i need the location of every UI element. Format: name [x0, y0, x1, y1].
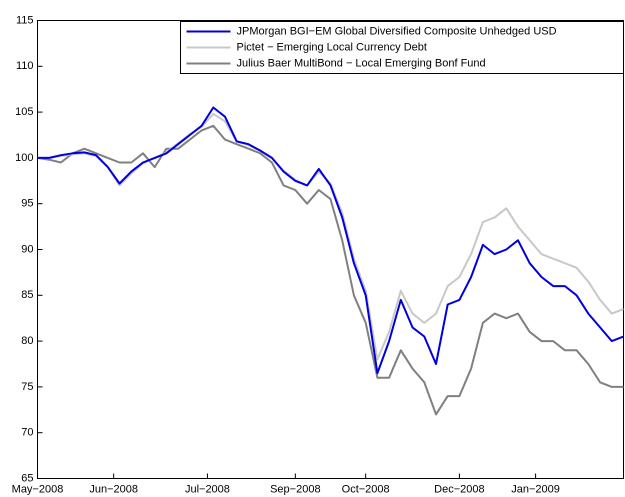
y-tick-label: 100 — [15, 152, 33, 164]
x-tick-label: Jun−2008 — [89, 483, 138, 495]
legend-label: Julius Baer MultiBond − Local Emerging B… — [237, 57, 486, 69]
y-tick-label: 65 — [21, 472, 33, 484]
x-tick-label: May−2008 — [12, 483, 64, 495]
legend-label: JPMorgan BGI−EM Global Diversified Compo… — [237, 25, 557, 37]
x-tick-label: Jul−2008 — [185, 483, 230, 495]
x-tick-label: Sep−2008 — [270, 483, 320, 495]
y-tick-label: 95 — [21, 198, 33, 210]
x-tick-label: Jan−2009 — [511, 483, 560, 495]
series-line — [37, 106, 624, 375]
y-tick-label: 90 — [21, 243, 33, 255]
x-tick-label: Dec−2008 — [434, 483, 484, 495]
series-line — [37, 124, 624, 416]
y-tick-label: 110 — [16, 60, 34, 72]
x-tick-label: Oct−2008 — [342, 483, 390, 495]
y-tick-label: 75 — [21, 381, 33, 393]
legend-box — [180, 21, 624, 74]
legend-label: Pictet − Emerging Local Currency Debt — [237, 41, 427, 53]
y-tick-label: 105 — [15, 106, 33, 118]
y-tick-label: 80 — [21, 335, 33, 347]
y-tick-label: 85 — [21, 289, 33, 301]
series-line — [37, 112, 624, 361]
y-tick-label: 70 — [21, 427, 33, 439]
y-tick-label: 115 — [16, 14, 34, 26]
